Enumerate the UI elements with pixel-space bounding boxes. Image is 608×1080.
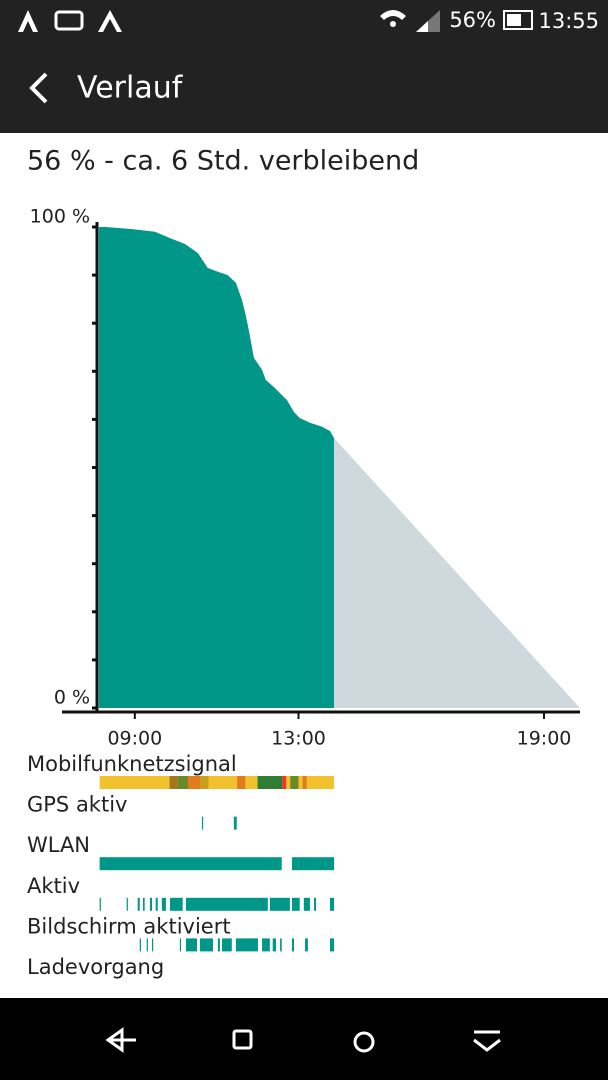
track-interval	[291, 857, 335, 871]
track-interval	[99, 776, 335, 789]
track-interval	[199, 938, 213, 952]
track-interval	[269, 897, 290, 911]
track-interval	[282, 776, 287, 789]
track-interval	[99, 897, 101, 911]
track-interval	[257, 776, 283, 789]
notification-icons	[18, 10, 122, 32]
y-tick-label: 100 %	[30, 206, 90, 228]
nav-buttons	[105, 1027, 501, 1053]
track-interval	[291, 897, 300, 911]
track-label: Ladevorgang	[27, 955, 164, 979]
track-interval	[188, 776, 201, 789]
track-interval	[155, 897, 158, 911]
battery-area	[334, 438, 580, 708]
track-interval	[314, 897, 317, 911]
track-interval	[305, 938, 308, 952]
track-interval	[137, 897, 140, 911]
track-interval	[303, 897, 310, 911]
top-bars	[0, 0, 608, 133]
nav-back[interactable]	[105, 1027, 136, 1053]
x-tick-label: 13:00	[271, 728, 326, 750]
track-interval	[291, 938, 294, 952]
track-interval	[152, 938, 154, 952]
track-interval	[290, 776, 299, 789]
track-interval	[179, 938, 182, 952]
track-interval	[217, 938, 220, 952]
track-interval	[169, 776, 178, 789]
clock: 13:55	[538, 9, 599, 33]
back-button[interactable]	[29, 72, 48, 104]
track-interval	[185, 897, 268, 911]
track-interval	[177, 776, 189, 789]
battery-level: 56%	[449, 8, 496, 32]
track-interval	[233, 816, 237, 830]
battery-area	[98, 227, 335, 708]
x-tick-label: 19:00	[517, 728, 572, 750]
track-interval	[139, 938, 141, 952]
track-interval	[329, 938, 335, 952]
track-interval	[185, 938, 198, 952]
track-interval	[126, 897, 128, 911]
track-interval	[302, 776, 307, 789]
track-interval	[280, 938, 282, 952]
track-interval	[99, 857, 282, 871]
track-label: WLAN	[27, 833, 90, 857]
summary: 56 % - ca. 6 Std. verbleibend	[27, 146, 419, 177]
track-interval	[170, 897, 183, 911]
track-interval	[237, 776, 246, 789]
system-icons	[380, 10, 533, 32]
track-label: Mobilfunknetzsignal	[27, 752, 237, 776]
track-interval	[143, 897, 145, 911]
track-interval	[200, 776, 209, 789]
track-interval	[221, 938, 232, 952]
nav-menu[interactable]	[473, 1030, 501, 1052]
track-label: GPS aktiv	[27, 793, 127, 817]
y-tick-label: 0 %	[54, 687, 90, 709]
x-tick-label: 09:00	[107, 728, 162, 750]
navigation-bar	[0, 998, 608, 1080]
track-interval	[161, 897, 166, 911]
track-interval	[272, 938, 276, 952]
app-title: Verlauf	[77, 71, 184, 106]
track-interval	[329, 897, 335, 911]
track-interval	[201, 816, 204, 830]
track-interval	[149, 897, 153, 911]
nav-recents[interactable]	[353, 1031, 375, 1053]
nav-home[interactable]	[232, 1029, 253, 1050]
track-interval	[146, 938, 148, 952]
track-label: Bildschirm aktiviert	[27, 914, 231, 938]
battery-chart: 100 % 0 % 09:00 13:00 19:00 Mobilfunknetzsign…	[27, 206, 580, 979]
track-label: Aktiv	[27, 874, 80, 898]
track-interval	[235, 938, 258, 952]
track-interval	[262, 938, 270, 952]
